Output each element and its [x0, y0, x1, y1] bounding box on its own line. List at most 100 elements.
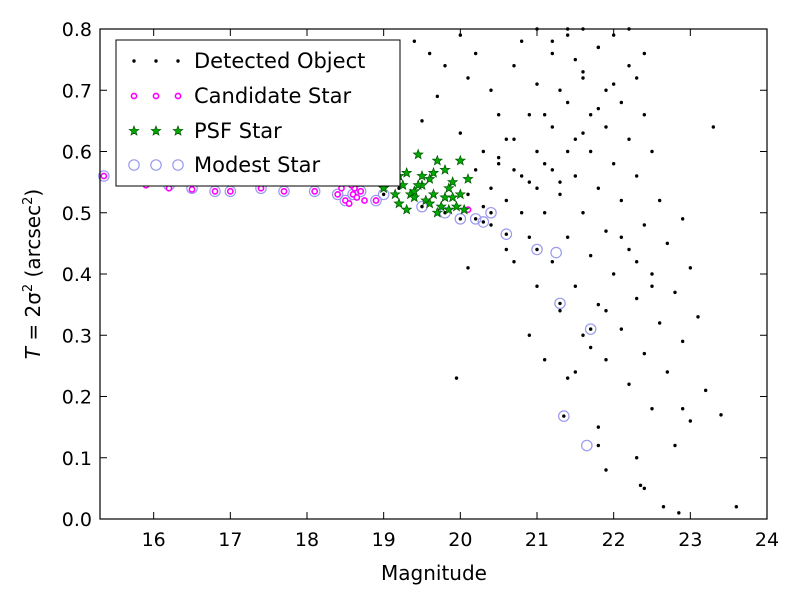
- y-axis-label-unit-exponent: 2: [21, 197, 36, 205]
- modest-star-point: [558, 410, 570, 422]
- detected-object-point: [420, 119, 424, 123]
- detected-object-point: [673, 443, 677, 448]
- detected-object-point: [588, 149, 593, 154]
- y-axis-label-unit-close: ): [21, 189, 45, 197]
- modest-star-point: [477, 216, 490, 228]
- detected-object-point: [642, 51, 647, 56]
- detected-object-point: [481, 220, 486, 224]
- detected-object-point: [604, 125, 608, 129]
- detected-object-point: [611, 162, 616, 166]
- candidate-star-point: [280, 187, 288, 195]
- modest-star-point: [554, 297, 566, 310]
- detected-object-point: [565, 376, 570, 380]
- detected-object-point: [535, 82, 539, 86]
- y-axis-label-exponent: 2: [21, 284, 36, 292]
- detected-object-point: [680, 339, 685, 344]
- detected-object-point: [454, 376, 459, 380]
- y-tick-label: 0.7: [62, 80, 92, 102]
- detected-object-point: [427, 51, 432, 56]
- legend-marker-psf-star: [150, 124, 162, 136]
- detected-object-point: [650, 149, 654, 154]
- psf-star-point: [454, 154, 467, 166]
- detected-object-point: [558, 88, 562, 92]
- detected-object-point: [565, 149, 570, 154]
- modest-star-point: [485, 206, 497, 219]
- detected-object-point: [596, 106, 601, 111]
- detected-object-point: [466, 266, 470, 270]
- detected-object-point: [619, 198, 624, 203]
- detected-object-point: [650, 272, 654, 276]
- detected-object-point: [527, 333, 532, 337]
- detected-object-point: [504, 232, 509, 236]
- detected-object-point: [535, 247, 539, 252]
- psf-star-point: [458, 203, 470, 215]
- legend-marker-candidate-star: [174, 92, 182, 100]
- ticks-layer: 16 17 18 19 20 21 22 23 24 0.0 0.1 0.2 0.3 0.4 0.5 0.6 0…: [62, 19, 779, 551]
- legend-label-psf-star: PSF Star: [194, 119, 282, 143]
- detected-object-point: [489, 88, 493, 92]
- detected-object-point: [466, 76, 470, 80]
- detected-object-point: [558, 180, 562, 184]
- legend-marker-candidate-star: [152, 92, 160, 100]
- detected-object-point: [680, 217, 685, 221]
- psf-star-point: [427, 188, 440, 200]
- detected-object-point: [627, 247, 631, 252]
- legend-marker-detected-object: [154, 59, 158, 63]
- psf-star-point: [435, 200, 447, 212]
- detected-object-point: [527, 180, 532, 184]
- y-axis-label-equation: = 2σ: [21, 292, 45, 347]
- detected-object-point: [604, 88, 608, 92]
- detected-object-point: [573, 370, 578, 374]
- detected-object-point: [558, 301, 562, 306]
- detected-object-point: [504, 137, 509, 141]
- y-tick-label: 0.4: [62, 264, 92, 286]
- detected-object-point: [435, 94, 440, 99]
- detected-object-point: [634, 456, 639, 460]
- detected-object-point: [627, 137, 631, 141]
- psf-star-point: [431, 154, 444, 166]
- candidate-star-point: [357, 187, 365, 195]
- detected-object-point: [550, 39, 555, 43]
- x-tick-label: 18: [295, 529, 319, 551]
- modest-star-point: [531, 243, 543, 256]
- detected-object-point: [443, 64, 447, 68]
- detected-object-point: [596, 45, 601, 50]
- candidate-star-point: [361, 197, 368, 204]
- y-axis-label: T = 2σ2 (arcsec2): [21, 189, 45, 359]
- detected-object-point: [634, 174, 639, 178]
- candidate-star-point: [188, 186, 196, 193]
- y-tick-label: 0.5: [62, 203, 92, 225]
- detected-object-point: [581, 76, 585, 80]
- x-tick-label: 21: [525, 529, 549, 551]
- legend-marker-modest-star: [172, 159, 184, 171]
- modest-star-point: [331, 188, 344, 201]
- modest-star-point: [500, 228, 513, 240]
- psf-star-point: [416, 169, 428, 181]
- detected-object-point: [489, 186, 493, 190]
- detected-object-point: [512, 168, 516, 172]
- detected-object-point: [619, 100, 624, 105]
- detected-object-point: [696, 315, 700, 319]
- detected-object-point: [496, 155, 501, 160]
- modest-star-point: [469, 213, 482, 225]
- detected-object-point: [542, 162, 547, 166]
- psf-star-point: [427, 166, 440, 178]
- legend-marker-modest-star: [150, 159, 162, 171]
- detected-object-point: [565, 33, 570, 37]
- psf-star-point: [408, 185, 421, 197]
- detected-object-point: [573, 284, 578, 288]
- detected-object-point: [604, 468, 608, 472]
- detected-object-point: [588, 113, 593, 117]
- psf-star-point: [423, 173, 436, 184]
- detected-object-point: [611, 272, 616, 276]
- detected-object-point: [496, 113, 501, 117]
- psf-star-point: [423, 197, 436, 209]
- detected-object-point: [535, 284, 539, 288]
- legend-box: [115, 39, 401, 187]
- detected-object-point: [558, 192, 562, 197]
- candidate-star-point: [345, 200, 353, 207]
- candidate-star-point: [211, 187, 219, 195]
- legend-marker-detected-object: [176, 59, 180, 63]
- legend-label-candidate-star: Candidate Star: [194, 84, 351, 108]
